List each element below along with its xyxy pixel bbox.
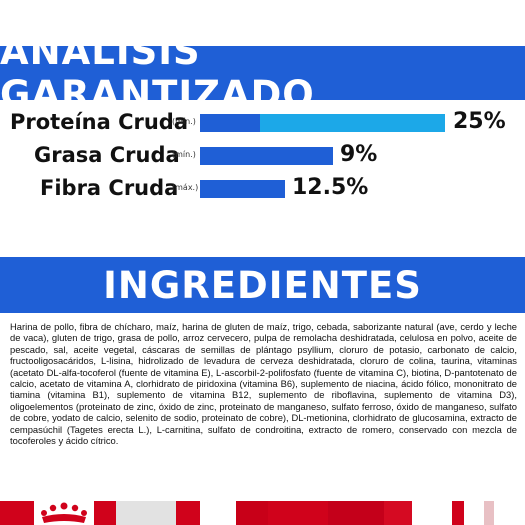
nutrient-row-fat: Grasa Cruda (mín.) 9% bbox=[0, 141, 525, 169]
nutrient-label: Grasa Cruda bbox=[34, 143, 180, 167]
nutrient-qualifier: (mín.) bbox=[172, 117, 196, 126]
footer-pink-stripe bbox=[484, 501, 494, 525]
nutrient-qualifier: (mín.) bbox=[172, 150, 196, 159]
footer-white-stripe bbox=[464, 501, 484, 525]
ingredients-banner: INGREDIENTES bbox=[0, 257, 525, 313]
footer-strip bbox=[0, 501, 525, 525]
footer-red-stripe bbox=[452, 501, 464, 525]
footer-red-stripe bbox=[236, 501, 268, 525]
analysis-banner: ANÁLISIS GARANTIZADO bbox=[0, 30, 525, 116]
analysis-title: ANÁLISIS GARANTIZADO bbox=[0, 30, 315, 116]
nutrient-row-fiber: Fibra Cruda (máx.) 12.5% bbox=[0, 174, 525, 202]
footer-red-stripe bbox=[94, 501, 116, 525]
nutrient-bar-dark bbox=[200, 114, 260, 132]
nutrient-bar bbox=[200, 180, 285, 198]
nutrient-bar-dark bbox=[200, 147, 333, 165]
nutrient-bar-light bbox=[260, 114, 445, 132]
nutrient-label: Fibra Cruda bbox=[40, 176, 179, 200]
ingredients-text: Harina de pollo, fibra de chícharo, maíz… bbox=[10, 321, 517, 447]
nutrient-value: 12.5% bbox=[292, 175, 369, 200]
nutrient-row-protein: Proteína Cruda (mín.) 25% bbox=[0, 108, 525, 136]
footer-grey-stripe bbox=[116, 501, 176, 525]
ingredients-title: INGREDIENTES bbox=[103, 263, 422, 307]
footer-white-stripe bbox=[200, 501, 236, 525]
footer-red-stripe bbox=[176, 501, 200, 525]
footer-red-stripe bbox=[0, 501, 34, 525]
footer-red-stripe bbox=[384, 501, 412, 525]
nutrient-value: 25% bbox=[453, 109, 506, 134]
nutrient-bar bbox=[200, 147, 333, 165]
nutrient-bar bbox=[200, 114, 445, 132]
nutrient-bar-dark bbox=[200, 180, 285, 198]
nutrient-label: Proteína Cruda bbox=[10, 110, 189, 134]
footer-red-stripe bbox=[268, 501, 328, 525]
footer-red-stripe bbox=[328, 501, 384, 525]
nutrient-qualifier: (máx.) bbox=[172, 183, 199, 192]
footer-white-stripe bbox=[494, 501, 525, 525]
nutrient-value: 9% bbox=[340, 142, 378, 167]
footer-white-stripe bbox=[412, 501, 452, 525]
royal-crown-icon bbox=[34, 501, 94, 525]
